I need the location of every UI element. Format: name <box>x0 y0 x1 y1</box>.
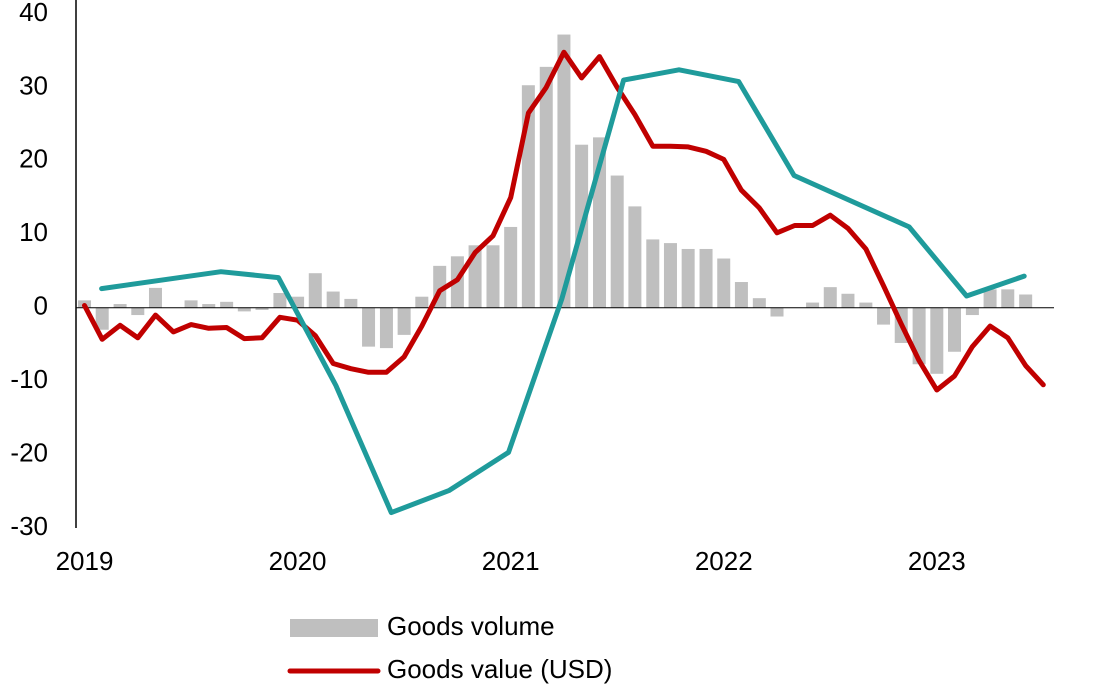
bar <box>699 248 713 308</box>
bar <box>681 248 695 308</box>
bar <box>415 296 429 308</box>
y-tick-label: -10 <box>10 364 48 394</box>
y-tick-label: -30 <box>10 511 48 541</box>
bar <box>202 304 216 308</box>
bar <box>628 206 642 308</box>
bar <box>326 291 340 308</box>
bar <box>841 293 855 308</box>
legend-swatch <box>290 619 378 637</box>
bar <box>1019 294 1033 308</box>
bar <box>646 239 660 308</box>
bar <box>770 307 784 317</box>
legend-label: Goods value (USD) <box>387 654 612 684</box>
bar <box>291 296 305 308</box>
bar <box>823 287 837 308</box>
bar <box>504 226 518 308</box>
y-tick-label: 0 <box>34 291 48 321</box>
y-tick-label: 40 <box>19 0 48 27</box>
bar <box>113 304 127 308</box>
bar <box>663 243 677 308</box>
bar <box>220 301 234 308</box>
bar <box>965 307 979 316</box>
bar <box>95 307 109 330</box>
bar <box>717 258 731 308</box>
x-tick-label: 2023 <box>908 546 966 576</box>
bar <box>557 34 571 308</box>
y-tick-label: 10 <box>19 217 48 247</box>
bar <box>930 307 944 374</box>
bar <box>486 245 500 308</box>
bar <box>344 298 358 308</box>
bar <box>379 307 393 349</box>
bar <box>362 307 376 347</box>
y-tick-label: -20 <box>10 437 48 467</box>
bar <box>255 307 269 310</box>
bar <box>752 298 766 308</box>
bar <box>539 66 553 308</box>
bar <box>1001 289 1015 308</box>
x-tick-label: 2020 <box>269 546 327 576</box>
bar <box>610 175 624 308</box>
bar <box>184 300 198 308</box>
y-tick-label: 30 <box>19 70 48 100</box>
bar <box>148 287 162 308</box>
line <box>99 67 1027 516</box>
bar <box>859 302 873 308</box>
bar <box>237 307 251 312</box>
bar <box>308 273 322 308</box>
line <box>82 49 1046 393</box>
x-tick-label: 2022 <box>695 546 753 576</box>
bar <box>983 289 997 308</box>
legend-label: Goods volume <box>387 611 555 641</box>
bar <box>273 293 287 308</box>
y-tick-label: 20 <box>19 144 48 174</box>
bar <box>397 307 411 335</box>
x-tick-label: 2021 <box>482 546 540 576</box>
bar <box>806 302 820 308</box>
bar <box>877 307 891 325</box>
x-tick-label: 2019 <box>56 546 114 576</box>
bar <box>734 282 748 308</box>
bar <box>947 307 961 352</box>
bar <box>131 307 145 316</box>
